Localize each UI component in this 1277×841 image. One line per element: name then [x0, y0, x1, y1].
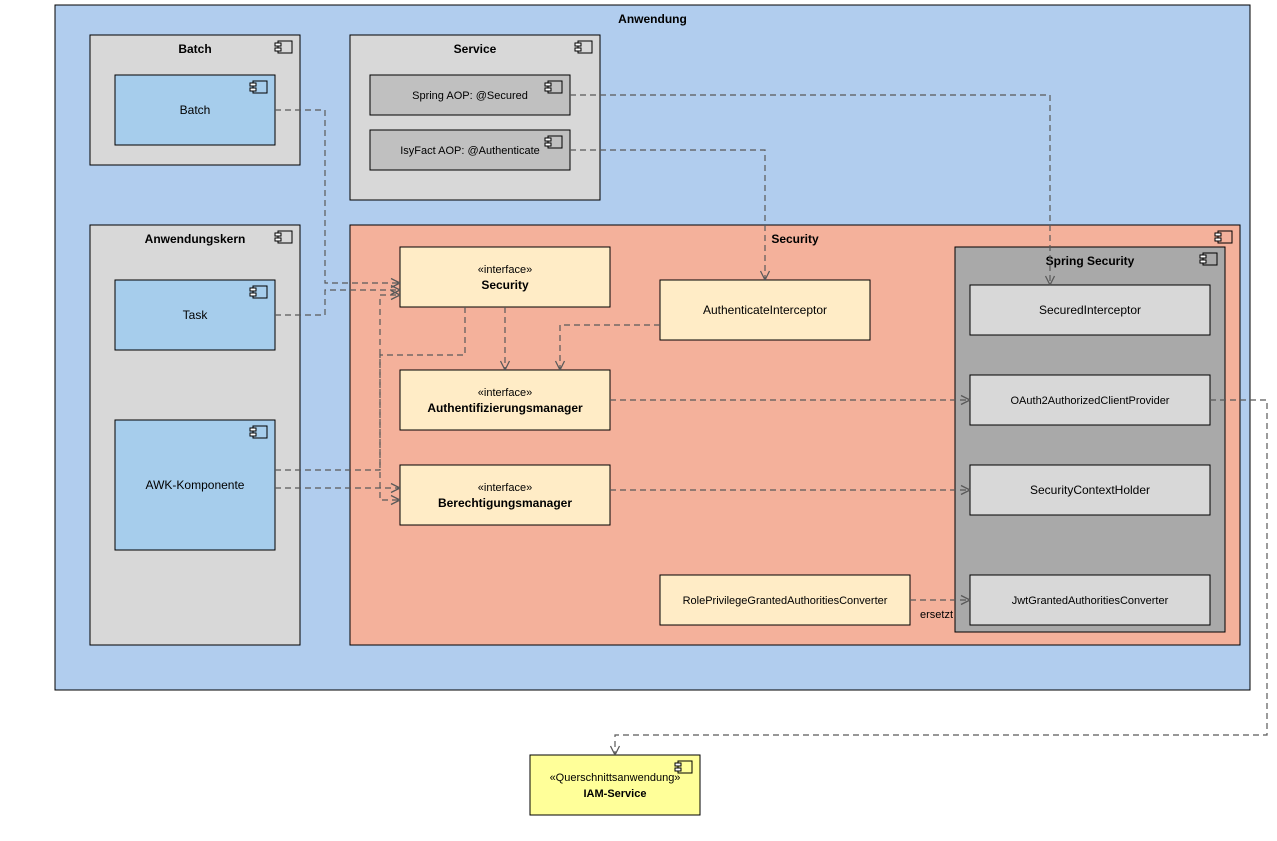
comp-task-label: Task	[183, 308, 209, 322]
comp-berecht_mgr: «interface» Berechtigungsmanager	[400, 465, 610, 525]
comp-role_conv: RolePrivilegeGrantedAuthoritiesConverter	[660, 575, 910, 625]
comp-oauth_prov-label: OAuth2AuthorizedClientProvider	[1011, 395, 1170, 407]
comp-sec_ctx: SecurityContextHolder	[970, 465, 1210, 515]
comp-secured_int: SecuredInterceptor	[970, 285, 1210, 335]
comp-berecht_mgr-label: Berechtigungsmanager	[438, 496, 572, 510]
batch-pkg-title: Batch	[178, 42, 211, 56]
comp-security_if: «interface» Security	[400, 247, 610, 307]
comp-isyfact_aop: IsyFact AOP: @Authenticate	[370, 130, 570, 170]
comp-spring_aop: Spring AOP: @Secured	[370, 75, 570, 115]
security-pkg-title: Security	[771, 232, 819, 246]
comp-task: Task	[115, 280, 275, 350]
comp-berecht_mgr-stereotype: «interface»	[478, 482, 532, 494]
comp-role_conv-label: RolePrivilegeGrantedAuthoritiesConverter	[683, 595, 888, 607]
comp-awk: AWK-Komponente	[115, 420, 275, 550]
comp-spring_aop-label: Spring AOP: @Secured	[412, 90, 528, 102]
service-pkg-title: Service	[454, 42, 497, 56]
anwendung-title: Anwendung	[618, 12, 687, 26]
spring-sec-pkg-title: Spring Security	[1046, 254, 1135, 268]
comp-oauth_prov: OAuth2AuthorizedClientProvider	[970, 375, 1210, 425]
comp-awk-label: AWK-Komponente	[146, 478, 245, 492]
comp-auth_intercept: AuthenticateInterceptor	[660, 280, 870, 340]
comp-jwt_conv: JwtGrantedAuthoritiesConverter	[970, 575, 1210, 625]
edge-roleconv-to-jwt-label: ersetzt	[920, 609, 953, 621]
comp-batch: Batch	[115, 75, 275, 145]
comp-iam-stereotype: «Querschnittsanwendung»	[550, 772, 681, 784]
comp-batch-label: Batch	[180, 103, 211, 117]
service-pkg: Service	[350, 35, 600, 200]
kern-pkg-title: Anwendungskern	[145, 232, 246, 246]
comp-iam: «Querschnittsanwendung» IAM-Service	[530, 755, 700, 815]
comp-jwt_conv-label: JwtGrantedAuthoritiesConverter	[1012, 595, 1169, 607]
comp-secured_int-label: SecuredInterceptor	[1039, 303, 1141, 317]
comp-sec_ctx-label: SecurityContextHolder	[1030, 483, 1150, 497]
comp-auth_intercept-label: AuthenticateInterceptor	[703, 303, 827, 317]
comp-iam-label: IAM-Service	[584, 788, 647, 800]
comp-auth_mgr-label: Authentifizierungsmanager	[427, 401, 583, 415]
comp-security_if-stereotype: «interface»	[478, 264, 532, 276]
comp-auth_mgr-stereotype: «interface»	[478, 387, 532, 399]
comp-auth_mgr: «interface» Authentifizierungsmanager	[400, 370, 610, 430]
comp-security_if-label: Security	[481, 278, 529, 292]
comp-isyfact_aop-label: IsyFact AOP: @Authenticate	[400, 145, 540, 157]
